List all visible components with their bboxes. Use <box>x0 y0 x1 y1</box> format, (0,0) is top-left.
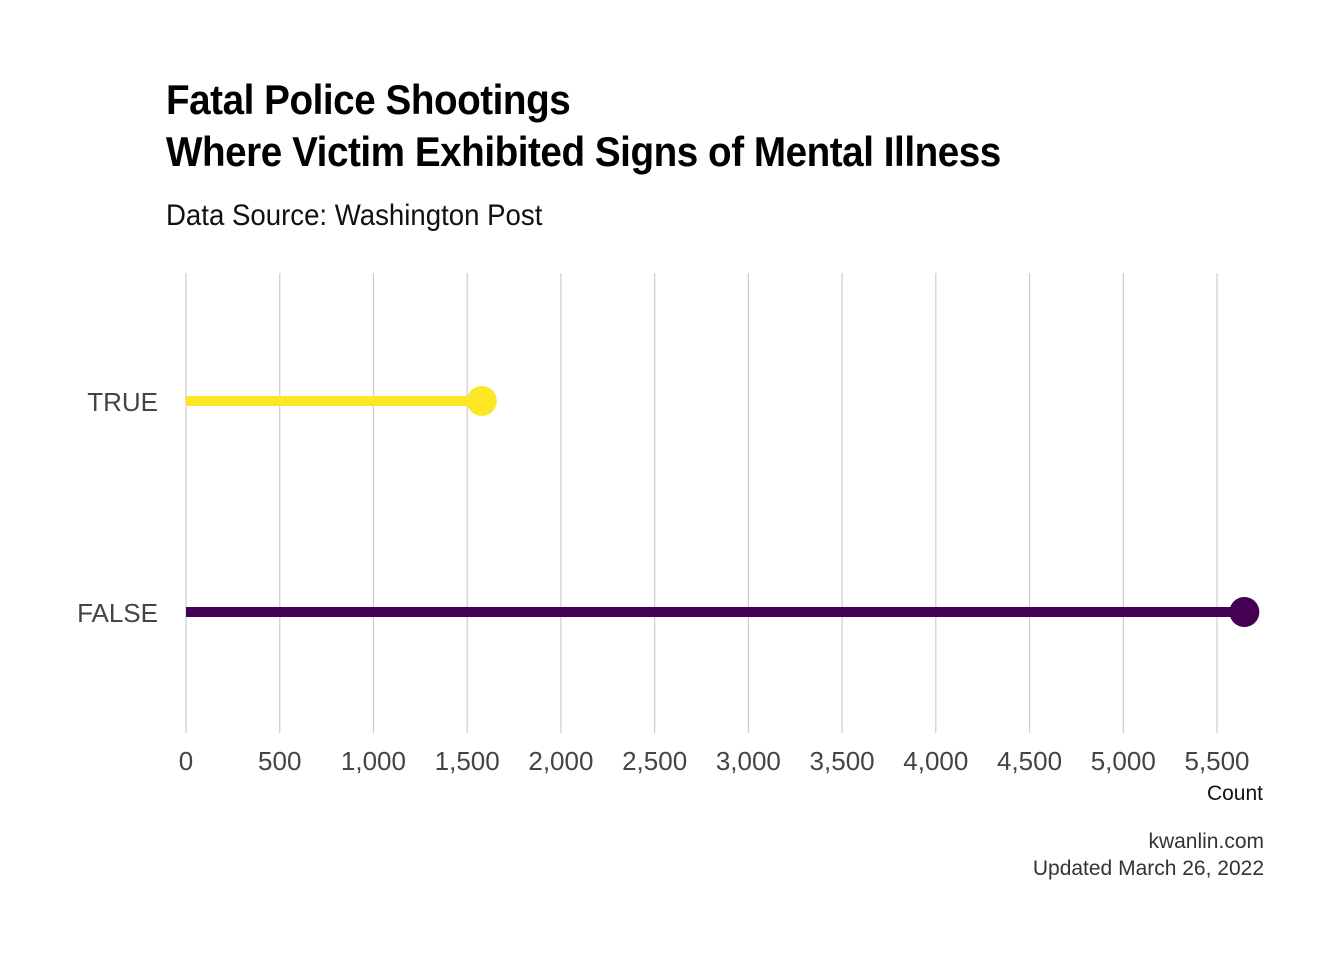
x-axis-tick-labels: 0 500 1,000 1,500 2,000 2,500 3,000 3,500 4,000 4… <box>179 746 1250 776</box>
y-axis-category-labels: TRUE FALSE <box>77 387 158 628</box>
footer-updated: Updated March 26, 2022 <box>1032 857 1264 880</box>
y-category-label: TRUE <box>87 387 158 417</box>
x-tick-label: 2,500 <box>622 746 687 776</box>
x-tick-label: 5,000 <box>1091 746 1156 776</box>
x-tick-label: 500 <box>258 746 301 776</box>
x-tick-label: 1,500 <box>435 746 500 776</box>
chart-title: Fatal Police Shootings Where Victim Exhi… <box>166 74 1001 178</box>
chart-title-line-2: Where Victim Exhibited Signs of Mental I… <box>166 128 1001 175</box>
x-tick-label: 4,000 <box>903 746 968 776</box>
x-tick-label: 0 <box>179 746 193 776</box>
lollipop-marks <box>186 386 1260 627</box>
chart-title-line-1: Fatal Police Shootings <box>166 76 571 123</box>
x-tick-label: 5,500 <box>1184 746 1249 776</box>
lollipop-dot-false <box>1229 597 1260 627</box>
x-tick-label: 4,500 <box>997 746 1062 776</box>
footer-site: kwanlin.com <box>1148 830 1264 853</box>
x-axis-label: Count <box>1207 782 1263 805</box>
lollipop-dot-true <box>466 386 497 416</box>
x-tick-label: 1,000 <box>341 746 406 776</box>
x-tick-label: 3,500 <box>810 746 875 776</box>
gridlines <box>185 273 1218 733</box>
x-tick-label: 3,000 <box>716 746 781 776</box>
chart-subtitle: Data Source: Washington Post <box>166 199 543 232</box>
y-category-label: FALSE <box>77 598 158 628</box>
chart-footer: kwanlin.com Updated March 26, 2022 <box>1033 828 1264 882</box>
x-tick-label: 2,000 <box>528 746 593 776</box>
